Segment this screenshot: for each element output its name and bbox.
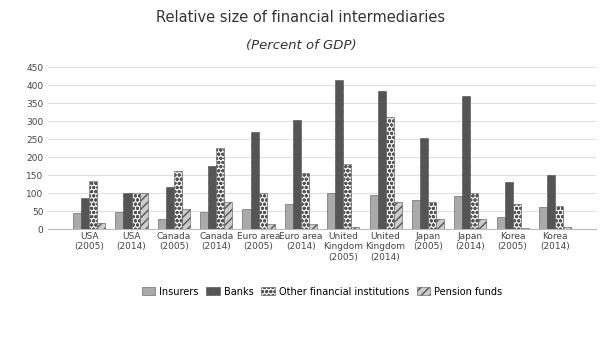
Bar	[166, 187, 174, 229]
Bar	[267, 224, 275, 229]
Bar	[428, 202, 436, 229]
Bar	[386, 117, 394, 229]
Bar	[504, 182, 513, 229]
Bar	[116, 212, 123, 229]
Bar	[140, 193, 147, 229]
Bar	[370, 195, 377, 229]
Bar	[301, 174, 309, 229]
Bar	[412, 201, 420, 229]
Bar	[497, 217, 504, 229]
Bar	[285, 204, 293, 229]
Bar	[182, 209, 190, 229]
Bar	[462, 96, 470, 229]
Bar	[521, 228, 529, 229]
Bar	[131, 193, 140, 229]
Bar	[555, 206, 563, 229]
Bar	[309, 224, 317, 229]
Bar	[563, 227, 571, 229]
Bar	[73, 213, 81, 229]
Bar	[89, 181, 97, 229]
Bar	[547, 175, 555, 229]
Bar	[420, 138, 428, 229]
Text: Relative size of financial intermediaries: Relative size of financial intermediarie…	[157, 10, 445, 25]
Bar	[377, 91, 386, 229]
Bar	[200, 212, 208, 229]
Bar	[454, 196, 462, 229]
Bar	[352, 227, 359, 229]
Bar	[123, 193, 131, 229]
Bar	[327, 193, 335, 229]
Bar	[335, 80, 343, 229]
Bar	[539, 207, 547, 229]
Bar	[250, 132, 258, 229]
Bar	[243, 209, 250, 229]
Text: (Percent of GDP): (Percent of GDP)	[246, 39, 356, 52]
Bar	[343, 164, 352, 229]
Bar	[81, 198, 89, 229]
Bar	[216, 148, 225, 229]
Bar	[97, 223, 105, 229]
Bar	[436, 219, 444, 229]
Bar	[174, 171, 182, 229]
Bar	[394, 202, 402, 229]
Legend: Insurers, Banks, Other financial institutions, Pension funds: Insurers, Banks, Other financial institu…	[140, 285, 504, 299]
Bar	[225, 202, 232, 229]
Bar	[208, 165, 216, 229]
Bar	[479, 219, 486, 229]
Bar	[158, 219, 166, 229]
Bar	[258, 193, 267, 229]
Bar	[470, 193, 479, 229]
Bar	[293, 120, 301, 229]
Bar	[513, 204, 521, 229]
